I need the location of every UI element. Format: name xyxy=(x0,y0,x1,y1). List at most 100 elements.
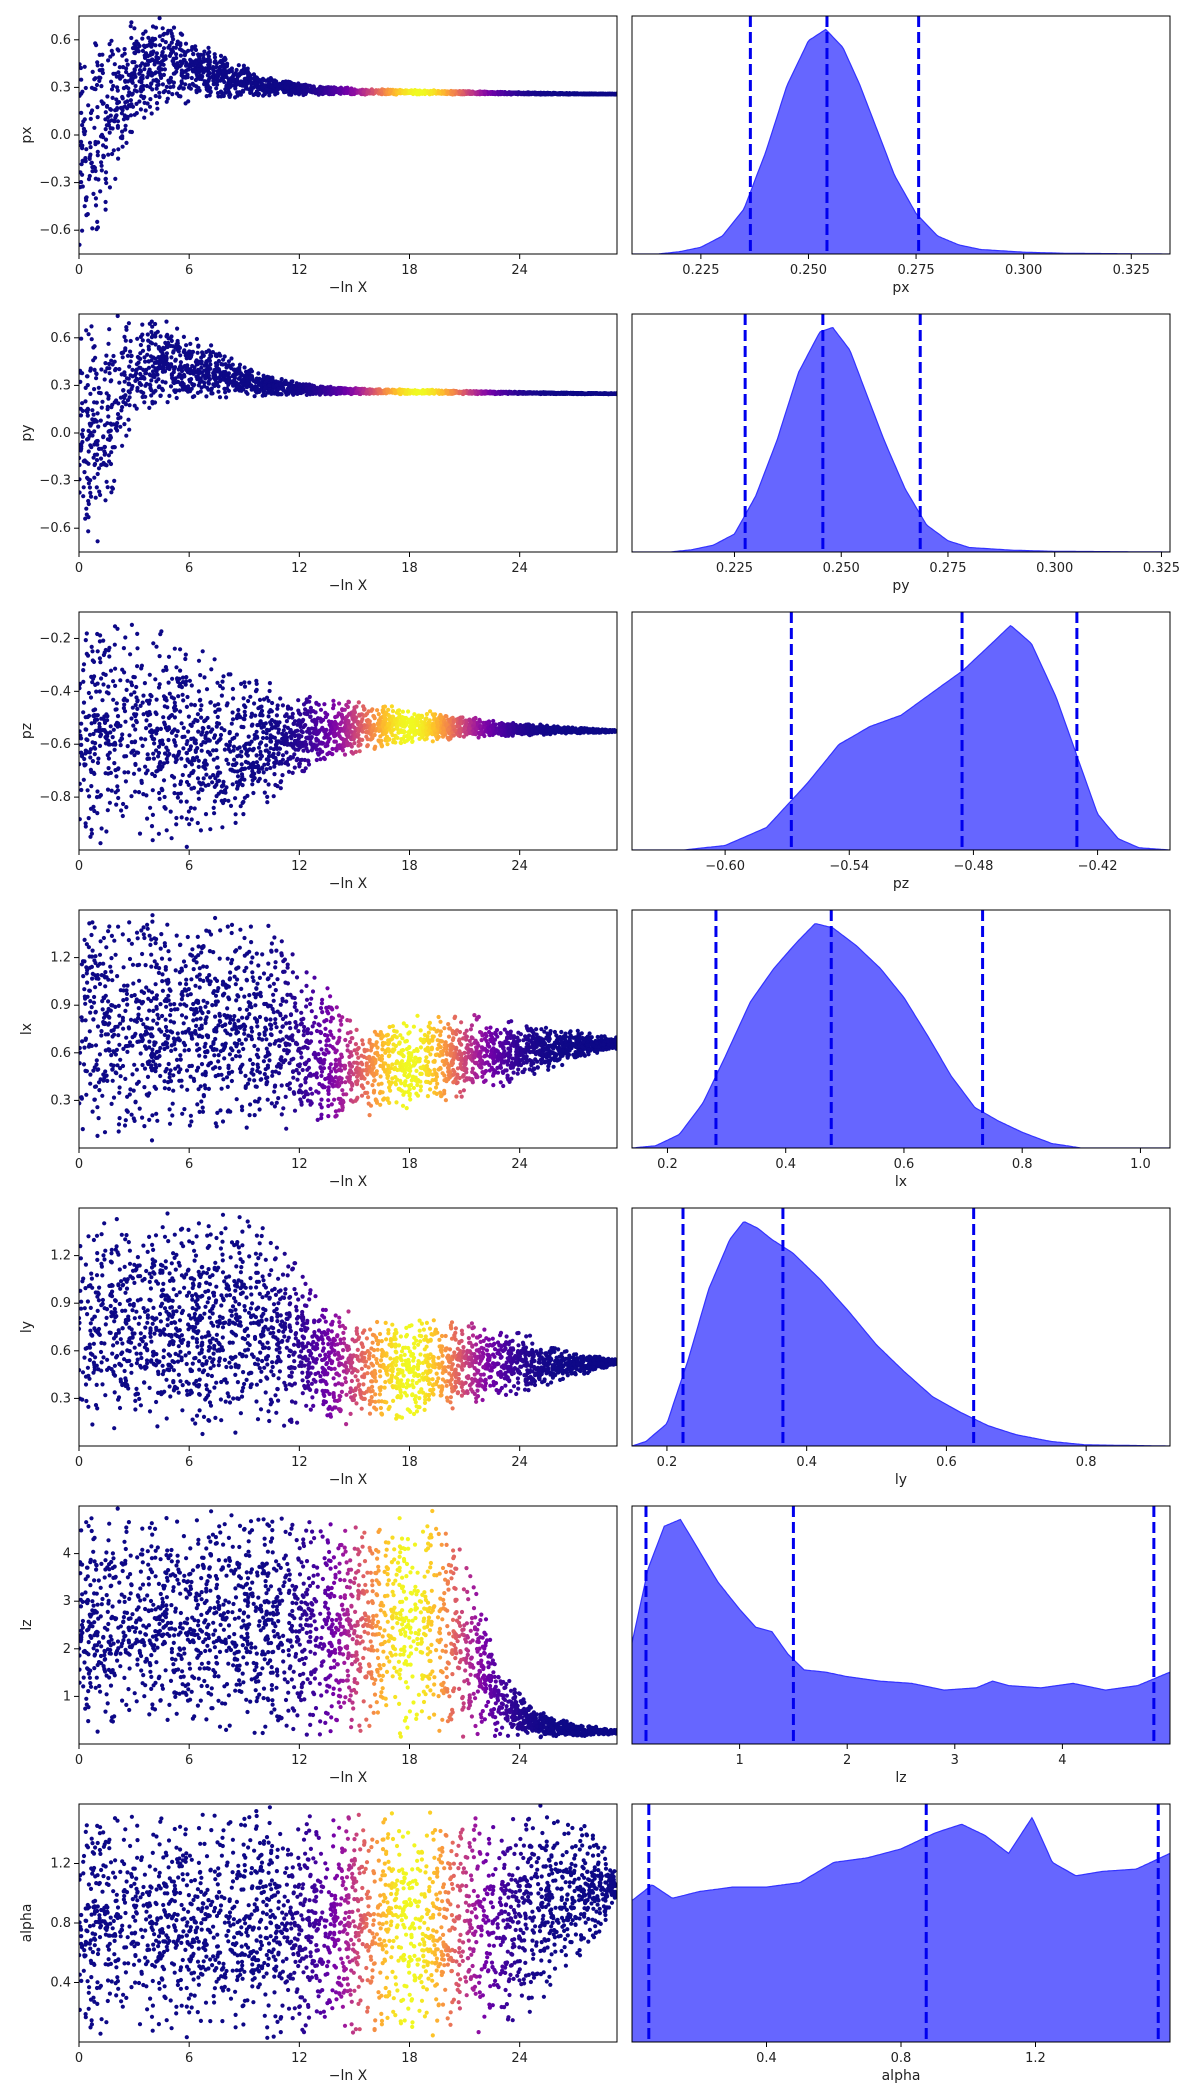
py-trace-point xyxy=(92,462,97,468)
px-trace-point xyxy=(499,91,505,96)
py-trace-point xyxy=(145,332,150,337)
py-trace-point xyxy=(290,379,295,384)
px-trace-point xyxy=(206,64,212,69)
py-trace-point xyxy=(222,386,227,391)
py-trace-point xyxy=(79,336,84,341)
px-trace-point xyxy=(600,92,605,97)
py-trace-point xyxy=(112,478,117,483)
py-trace-point xyxy=(169,338,174,343)
px-trace-point xyxy=(183,101,188,106)
px-trace-point xyxy=(100,70,105,76)
px-trace-point xyxy=(564,91,569,96)
px-trace-point xyxy=(99,84,104,89)
py-trace-point xyxy=(185,363,190,368)
px-trace-point xyxy=(82,117,87,122)
px-trace-point xyxy=(80,143,85,148)
py-trace-point xyxy=(92,344,97,349)
px-trace-point xyxy=(145,75,150,80)
py-trace-panel: 0 6 12 18 24−0.6−0.30.00.30.6−ln Xpy xyxy=(19,313,618,594)
py-trace-point xyxy=(129,353,134,359)
px-trace-point xyxy=(194,84,199,89)
px-trace-point xyxy=(273,92,278,97)
px-trace-point xyxy=(145,62,150,67)
py-trace-point xyxy=(218,353,223,358)
py-trace-point xyxy=(222,354,227,359)
px-trace-point xyxy=(91,191,96,196)
px-trace-point xyxy=(146,35,151,40)
py-trace-point xyxy=(219,362,224,367)
py-trace-point xyxy=(153,356,158,361)
py-trace-point xyxy=(88,494,94,499)
py-trace-point xyxy=(197,380,202,385)
py-trace-point xyxy=(80,428,85,433)
py-trace-point xyxy=(127,427,132,432)
px-trace-point xyxy=(591,92,596,97)
px-trace-point xyxy=(521,90,526,95)
py-trace-point xyxy=(153,321,158,327)
px-trace-point xyxy=(532,91,537,96)
py-trace-point xyxy=(144,381,149,387)
px-trace-point xyxy=(95,153,100,158)
py-trace-point xyxy=(199,365,204,370)
px-trace-point xyxy=(116,156,121,161)
py-trace-point xyxy=(122,370,127,375)
px-trace-point xyxy=(269,84,274,89)
px-trace-point xyxy=(190,59,195,64)
px-trace-point xyxy=(487,90,492,95)
py-trace-point xyxy=(84,506,89,511)
py-trace-point xyxy=(177,388,182,393)
px-trace-point xyxy=(86,177,92,182)
px-trace-point xyxy=(184,60,189,66)
px-trace-xtick-label: 6 xyxy=(185,263,193,278)
py-trace-point xyxy=(116,416,121,421)
px-trace-point xyxy=(93,41,98,46)
px-trace-point xyxy=(154,101,160,106)
px-trace-point xyxy=(103,199,108,205)
px-trace-point xyxy=(171,58,176,64)
px-trace-point xyxy=(87,154,92,159)
py-trace-point xyxy=(318,388,323,394)
px-trace-point xyxy=(101,155,106,160)
px-trace-point xyxy=(193,47,199,53)
py-trace-point xyxy=(164,343,170,348)
py-trace-point xyxy=(122,379,127,384)
py-trace-points xyxy=(79,314,617,544)
px-trace-point xyxy=(129,102,134,107)
px-trace-point xyxy=(99,63,104,68)
px-trace-point xyxy=(103,110,108,115)
px-trace-point xyxy=(418,90,423,95)
px-trace-point xyxy=(302,88,307,93)
py-trace-point xyxy=(83,399,88,404)
px-trace-point xyxy=(98,75,103,80)
px-trace-point xyxy=(98,189,103,194)
py-trace-point xyxy=(88,368,93,373)
px-trace-point xyxy=(251,92,256,97)
py-trace-point xyxy=(80,434,85,439)
px-trace-point xyxy=(157,90,162,95)
px-trace-point xyxy=(180,61,185,66)
py-trace-point xyxy=(125,353,130,358)
px-trace-point xyxy=(82,204,87,209)
px-trace-point xyxy=(451,89,456,94)
py-trace-point xyxy=(128,338,133,344)
py-trace-point xyxy=(109,422,114,427)
px-trace-point xyxy=(95,149,100,154)
px-trace-point xyxy=(245,66,250,71)
px-trace-point xyxy=(285,85,290,91)
py-trace-point xyxy=(236,368,241,373)
px-trace-point xyxy=(139,84,144,89)
px-trace-point xyxy=(160,26,165,31)
px-trace-point xyxy=(114,97,119,102)
px-trace-point xyxy=(137,71,142,76)
py-trace-point xyxy=(161,362,167,367)
py-trace-point xyxy=(86,332,91,337)
py-trace-point xyxy=(90,408,95,413)
py-trace-point xyxy=(106,341,111,346)
py-trace-point xyxy=(137,380,142,386)
py-trace-point xyxy=(99,405,104,410)
py-trace-point xyxy=(181,349,186,355)
px-trace-ylabel: px xyxy=(19,126,35,143)
py-trace-point xyxy=(248,375,253,380)
px-trace-point xyxy=(129,129,134,135)
py-trace-point xyxy=(84,408,89,413)
